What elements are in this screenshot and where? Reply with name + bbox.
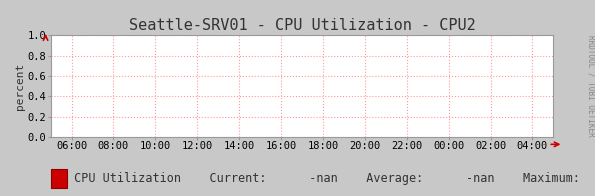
- Title: Seattle-SRV01 - CPU Utilization - CPU2: Seattle-SRV01 - CPU Utilization - CPU2: [129, 18, 475, 33]
- Text: RRDTOOL / TOBI OETIKER: RRDTOOL / TOBI OETIKER: [586, 35, 595, 137]
- Y-axis label: percent: percent: [15, 63, 25, 110]
- Text: CPU Utilization    Current:      -nan    Average:      -nan    Maximum:      -na: CPU Utilization Current: -nan Average: -…: [67, 172, 595, 185]
